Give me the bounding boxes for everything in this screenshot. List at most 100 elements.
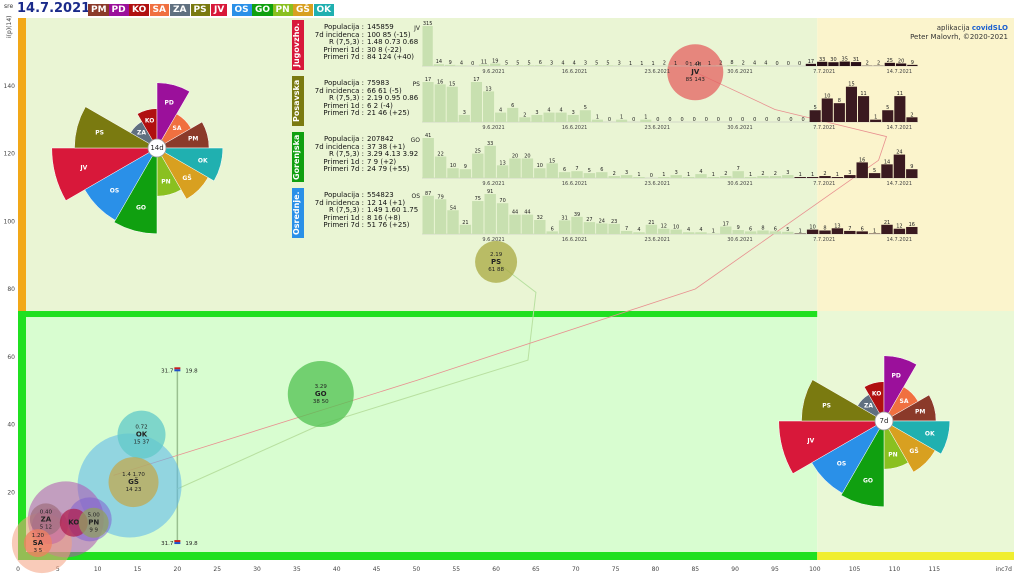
region-button-pd[interactable]: PD: [108, 4, 129, 16]
bar-value-label: 0: [775, 61, 778, 67]
region-tag[interactable]: Jugovzho.: [292, 20, 304, 70]
bar-value-label: 20: [524, 153, 530, 159]
bar-value-label: 70: [499, 198, 505, 204]
region-button-ko[interactable]: KO: [129, 4, 150, 16]
bar-value-label: 3: [535, 110, 538, 116]
bar-value-label: 2: [742, 61, 745, 67]
bar-value-label: 21: [462, 220, 468, 226]
bar-value-label: 22: [437, 152, 443, 158]
stat-key: Primeri 1d :: [323, 157, 364, 166]
region-button-ok[interactable]: OK: [313, 4, 335, 16]
bar-value-label: 6: [600, 167, 603, 173]
region-button-go[interactable]: GO: [252, 4, 274, 16]
bar: [760, 65, 771, 66]
bubble-go: [287, 361, 354, 428]
bar-value-label: 0: [608, 117, 611, 123]
sre-label: sre: [4, 3, 14, 10]
bar: [558, 220, 571, 234]
bubble-top-label: 5.00: [88, 513, 101, 519]
bar: [906, 117, 918, 122]
x-tick-label: 55: [452, 566, 460, 573]
bar: [856, 231, 868, 234]
bar: [809, 110, 821, 122]
axis-bar-bottom-yellow: [817, 552, 1014, 560]
stat-value: 554823: [367, 191, 394, 199]
region-button-jv[interactable]: JV: [211, 4, 228, 16]
region-button-pm[interactable]: PM: [88, 4, 110, 16]
region-button-gš[interactable]: GŠ: [293, 4, 313, 16]
bar-value-label: 2: [719, 61, 722, 67]
stat-key: R (7,5,3) :: [329, 94, 364, 103]
bar-value-label: 24: [599, 218, 605, 224]
bar: [507, 107, 519, 122]
bar-value-label: 10: [824, 93, 830, 99]
bar-date-label: 16.6.2021: [562, 69, 587, 75]
region-tag[interactable]: Posavska: [292, 76, 304, 126]
bar-value-label: 0: [650, 173, 653, 179]
bar-value-label: 2: [774, 171, 777, 177]
bar-value-label: 8: [823, 225, 826, 231]
rose-14d-wedge-gš: [156, 147, 209, 200]
trajectory-jv: [113, 71, 888, 476]
bar: [695, 232, 707, 234]
stat-key: 7d incidenca :: [314, 30, 364, 39]
bar: [620, 230, 633, 234]
region-panel-jv: Jugovzho. Populacija :145859 7d incidenca …: [292, 20, 422, 72]
bar-date-label: 9.6.2021: [482, 69, 504, 75]
bar: [519, 117, 531, 122]
bar-value-label: 31: [853, 57, 859, 63]
bar-value-label: 17: [425, 77, 431, 83]
bar-value-label: 1: [596, 115, 599, 121]
rose-14d-wedge-label: KO: [145, 118, 154, 125]
bar-value-label: 25: [475, 149, 481, 155]
x-tick-label: 40: [333, 566, 341, 573]
bubble-top-label: 1.20: [32, 533, 45, 539]
bar: [868, 173, 881, 178]
date-label[interactable]: 14.7.2021: [17, 1, 91, 16]
bar: [571, 171, 583, 178]
bar: [447, 210, 459, 234]
region-button-pn[interactable]: PN: [272, 4, 293, 16]
bar-value-label: 4: [637, 227, 640, 233]
rose-7d-wedge-label: OS: [837, 461, 846, 468]
credit: aplikacija covidSLO Peter Malovrh, ©2020…: [910, 24, 1008, 42]
bar-value-label: 44: [524, 210, 530, 216]
region-tag[interactable]: Gorenjska: [292, 132, 304, 182]
rose-14d-wedge-label: JV: [79, 165, 87, 172]
bar-date-label: 7.7.2021: [813, 237, 835, 243]
bar: [569, 65, 580, 66]
bubble-bottom-label: 3 5: [34, 548, 43, 554]
bar-value-label: 1: [637, 172, 640, 178]
region-button-ps[interactable]: PS: [190, 4, 210, 16]
bar-date-label: 23.6.2021: [645, 237, 670, 243]
credit-brand[interactable]: covidSLO: [971, 24, 1008, 32]
bar: [535, 65, 546, 66]
region-tag[interactable]: Osrednje.: [292, 188, 304, 238]
bar: [769, 176, 782, 178]
credit-author: Peter Malovrh, ©2020-2021: [910, 33, 1008, 41]
bar: [858, 96, 870, 122]
stat-value: 2.19 0.95 0.86: [367, 94, 419, 103]
stat-value: 207842: [367, 135, 394, 143]
threshold-label-top: 31.7: [161, 368, 174, 374]
stat-row: Populacija :145859: [308, 23, 418, 32]
region-button-za[interactable]: ZA: [170, 4, 190, 16]
stat-value: 100 85 (-15): [367, 30, 411, 39]
bar-value-label: 2: [761, 171, 764, 177]
stat-value: 37 38 (+1): [367, 142, 406, 151]
bar: [893, 228, 906, 234]
bar-value-label: 20: [512, 153, 518, 159]
bar-date-label: 7.7.2021: [813, 181, 835, 187]
bar: [806, 177, 819, 178]
stat-value: 66 61 (-5): [367, 86, 402, 95]
bar: [446, 86, 458, 122]
flag-red: [174, 367, 181, 370]
y-tick-label: 120: [4, 151, 16, 158]
bar-value-label: 17: [473, 77, 479, 83]
region-button-sa[interactable]: SA: [149, 4, 169, 16]
stat-row: 7d incidenca :100 85 (-15): [308, 30, 418, 40]
bar-value-label: 5: [814, 105, 817, 111]
stat-key: Primeri 1d :: [323, 101, 364, 110]
region-button-os[interactable]: OS: [231, 4, 252, 16]
x-tick-label: 85: [691, 566, 699, 573]
